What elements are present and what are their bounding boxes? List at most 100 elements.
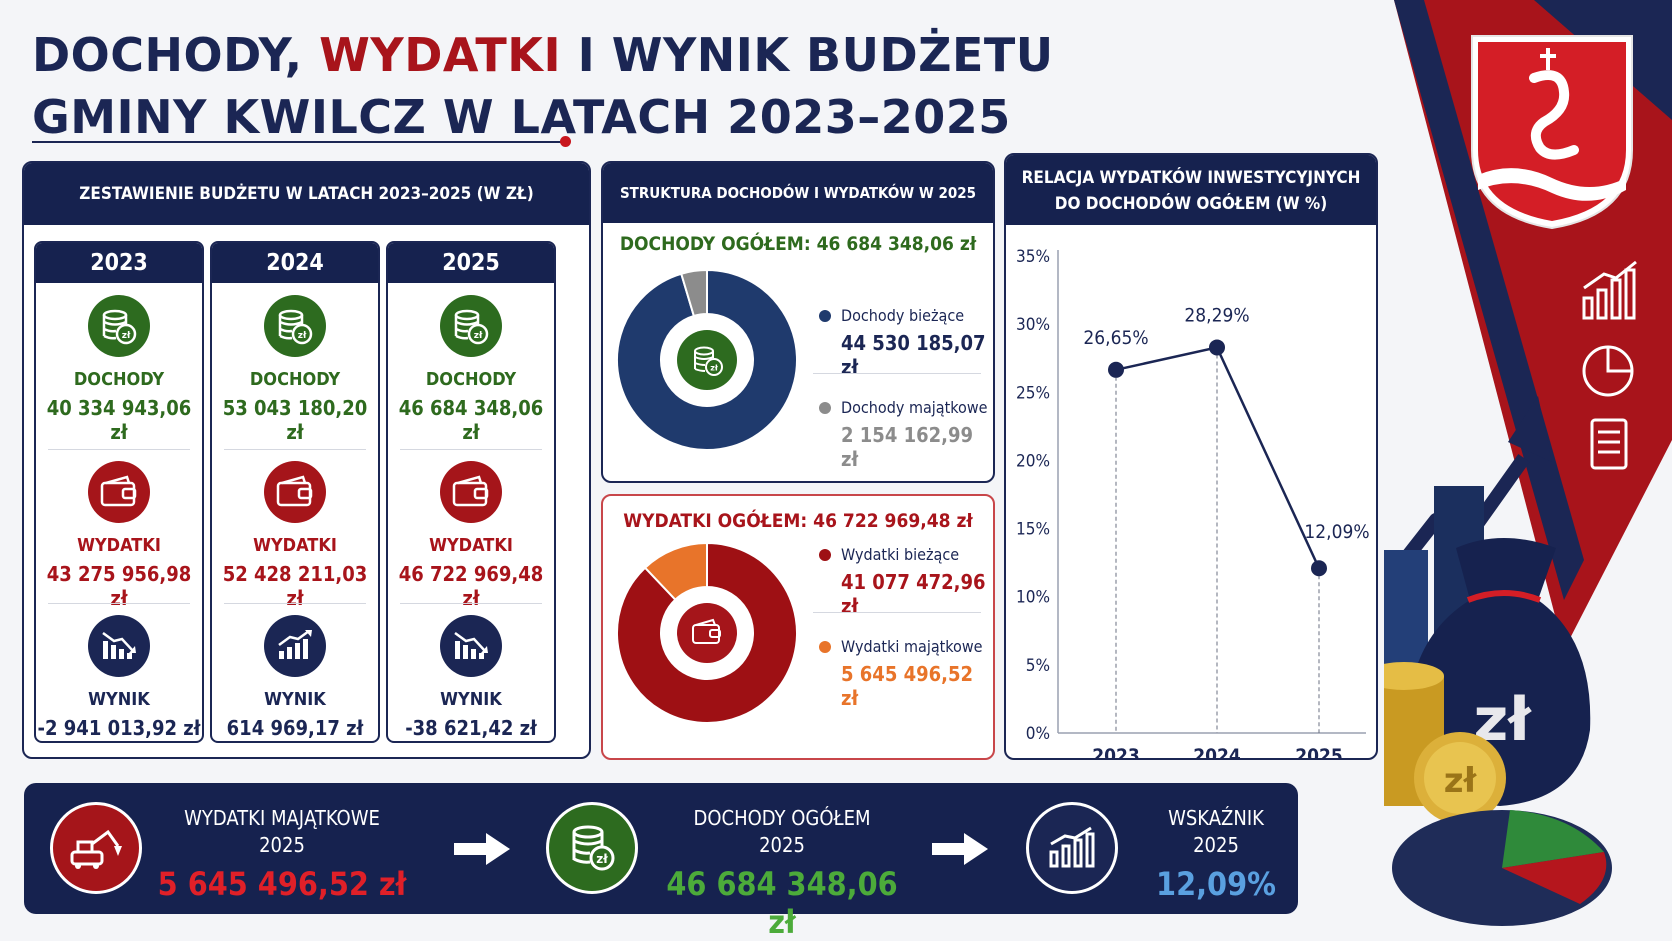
year-column-2023: 2023 zł DOCHODY 40 334 943,06 zł WYDATKI 43 2… bbox=[34, 241, 204, 743]
income-metric: zł DOCHODY 53 043 180,20 zł bbox=[212, 295, 378, 444]
arrow-right-icon bbox=[932, 833, 988, 865]
income-value: 53 043 180,20 zł bbox=[222, 396, 368, 444]
y-tick-label: 25% bbox=[1016, 383, 1050, 403]
income-total-title: DOCHODY OGÓŁEM: 46 684 348,06 zł bbox=[619, 233, 977, 255]
y-tick-label: 35% bbox=[1016, 247, 1050, 267]
y-tick-label: 15% bbox=[1016, 520, 1050, 540]
chart-down-icon bbox=[440, 615, 502, 677]
expenses-metric: WYDATKI 43 275 956,98 zł bbox=[36, 461, 202, 610]
income-label: DOCHODY bbox=[425, 369, 517, 390]
legend-dot bbox=[819, 309, 831, 322]
coat-of-arms-icon bbox=[1471, 35, 1633, 230]
result-label: WYNIK bbox=[88, 689, 150, 710]
bottom-item-indicator: WSKAŹNIK 2025 12,09% bbox=[1132, 805, 1300, 903]
bar-chart-icon bbox=[1582, 260, 1637, 320]
divider bbox=[400, 449, 542, 450]
pie-chart-icon bbox=[1582, 345, 1634, 397]
result-label: WYNIK bbox=[440, 689, 502, 710]
title-underline bbox=[32, 141, 568, 143]
wallet-icon bbox=[264, 461, 326, 523]
structure-expense-panel: WYDATKI OGÓŁEM: 46 722 969,48 zł Wydatki… bbox=[601, 494, 995, 760]
budget-panel-title: ZESTAWIENIE BUDŻETU W LATACH 2023–2025 (… bbox=[24, 163, 589, 225]
indicator-value: 12,09% bbox=[1156, 865, 1276, 903]
coin-stack-icon: zł bbox=[1384, 662, 1506, 824]
title-part-2: WYDATKI bbox=[319, 28, 562, 82]
indicator-year: 2025 bbox=[1193, 833, 1239, 857]
expense-donut-chart bbox=[617, 541, 797, 724]
data-point bbox=[1108, 361, 1124, 378]
page-title: DOCHODY, WYDATKI I WYNIK BUDŻETU GMINY K… bbox=[32, 24, 1054, 148]
total-income-label: DOCHODY OGÓŁEM bbox=[693, 806, 871, 830]
legend-label: Dochody majątkowe bbox=[841, 398, 988, 417]
structure-panel-title: STRUKTURA DOCHODÓW I WYDATKÓW W 2025 ROK… bbox=[603, 163, 993, 262]
expenses-value: 46 722 969,48 zł bbox=[398, 562, 544, 610]
donut-slice-wydatki-bieżące bbox=[617, 541, 797, 724]
expenses-label: WYDATKI bbox=[77, 535, 161, 556]
capital-expenses-year: 2025 bbox=[259, 833, 305, 857]
legend-item: Dochody majątkowe 2 154 162,99 zł bbox=[819, 397, 993, 471]
capital-expenses-label: WYDATKI MAJĄTKOWE bbox=[184, 806, 380, 830]
income-label: DOCHODY bbox=[249, 369, 341, 390]
y-tick-label: 30% bbox=[1016, 315, 1050, 335]
title-part-1: DOCHODY, bbox=[32, 28, 320, 82]
svg-text:zł: zł bbox=[122, 331, 131, 341]
data-point bbox=[1209, 339, 1225, 356]
svg-text:zł: zł bbox=[710, 364, 719, 373]
income-metric: zł DOCHODY 46 684 348,06 zł bbox=[388, 295, 554, 444]
legend-label: Dochody bieżące bbox=[841, 306, 965, 325]
income-metric: zł DOCHODY 40 334 943,06 zł bbox=[36, 295, 202, 444]
chart-down-icon bbox=[88, 615, 150, 677]
legend-value: 44 530 185,07 zł bbox=[841, 331, 986, 379]
total-income-year: 2025 bbox=[759, 833, 805, 857]
coins-icon: zł bbox=[546, 802, 638, 894]
legend-value: 41 077 472,96 zł bbox=[841, 570, 986, 618]
data-label: 26,65% bbox=[1083, 327, 1148, 349]
excavator-icon bbox=[50, 802, 142, 894]
indicator-label: WSKAŹNIK bbox=[1168, 806, 1264, 830]
svg-text:zł: zł bbox=[474, 331, 483, 341]
expenses-metric: WYDATKI 46 722 969,48 zł bbox=[388, 461, 554, 610]
legend-divider bbox=[813, 612, 981, 613]
title-line-2: GMINY KWILCZ W LATACH 2023–2025 bbox=[32, 90, 1011, 144]
income-value: 40 334 943,06 zł bbox=[46, 396, 192, 444]
income-value: 46 684 348,06 zł bbox=[398, 396, 544, 444]
investment-ratio-line-chart: 0% 5% 10% 15% 20% 25% 30% 35% 26,65% 2023 28,29% 20… bbox=[1016, 247, 1370, 758]
result-label: WYNIK bbox=[264, 689, 326, 710]
wallet-icon-glyph bbox=[692, 618, 721, 644]
wallet-icon bbox=[440, 461, 502, 523]
coins-icon-glyph: zł bbox=[694, 346, 723, 376]
x-tick-label: 2024 bbox=[1193, 745, 1241, 758]
coins-icon: zł bbox=[88, 295, 150, 357]
divider bbox=[224, 603, 366, 604]
x-tick-label: 2023 bbox=[1092, 745, 1140, 758]
growth-chart-icon bbox=[1026, 802, 1118, 894]
wallet-icon bbox=[677, 603, 737, 663]
x-tick-label: 2025 bbox=[1295, 745, 1343, 758]
total-income-value: 46 684 348,06 zł bbox=[666, 865, 898, 941]
legend-dot bbox=[819, 640, 831, 653]
donut-slice-dochody-bieżące bbox=[617, 268, 797, 451]
data-point bbox=[1311, 560, 1327, 577]
result-metric: WYNIK -38 621,42 zł bbox=[388, 615, 554, 740]
divider bbox=[400, 603, 542, 604]
structure-income-panel: STRUKTURA DOCHODÓW I WYDATKÓW W 2025 ROK… bbox=[601, 161, 995, 483]
budget-summary-panel: ZESTAWIENIE BUDŻETU W LATACH 2023–2025 (… bbox=[22, 161, 591, 759]
expenses-value: 43 275 956,98 zł bbox=[46, 562, 192, 610]
arrow-right-icon bbox=[454, 833, 510, 865]
line-panel-title-2: DO DOCHODÓW OGÓŁEM (W %) bbox=[1054, 194, 1328, 214]
title-underline-dot bbox=[560, 136, 571, 147]
y-tick-label: 0% bbox=[1026, 724, 1050, 744]
result-metric: WYNIK -2 941 013,92 zł bbox=[36, 615, 202, 740]
chart-up-icon bbox=[264, 615, 326, 677]
donut-slice-wydatki-majątkowe bbox=[643, 541, 708, 602]
result-value: -2 941 013,92 zł bbox=[37, 716, 201, 740]
result-value: 614 969,17 zł bbox=[226, 716, 364, 740]
bottom-summary-bar: WYDATKI MAJĄTKOWE 2025 5 645 496,52 zł z… bbox=[24, 783, 1300, 941]
coins-icon: zł bbox=[440, 295, 502, 357]
title-part-3: I WYNIK BUDŻETU bbox=[561, 28, 1054, 82]
bottom-item-capital-expenses: WYDATKI MAJĄTKOWE 2025 5 645 496,52 zł bbox=[152, 805, 412, 903]
expenses-label: WYDATKI bbox=[429, 535, 513, 556]
year-header: 2025 bbox=[388, 243, 554, 283]
decoration-area: zł zł bbox=[1384, 0, 1672, 926]
data-label: 12,09% bbox=[1304, 521, 1369, 543]
